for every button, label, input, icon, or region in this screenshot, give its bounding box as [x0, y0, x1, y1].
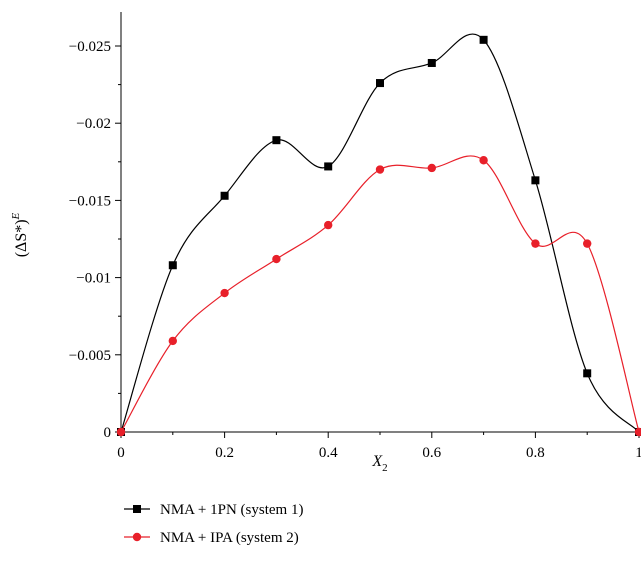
data-point-system-1: [583, 369, 592, 378]
x-axis-ticks: 0 0.2 0.4 0.6 0.8 1: [117, 432, 641, 461]
data-point-system-1: [272, 136, 281, 145]
data-point-system-2: [531, 239, 540, 248]
data-point-system-2: [427, 163, 436, 173]
data-point-system-1: [220, 191, 229, 200]
y-axis-ticks: 0 −0.005 −0.01 −0.015 −0.02 −0.025: [69, 39, 121, 441]
x-tick-label: 0.2: [215, 445, 234, 461]
x-axis-label-subscript: 2: [382, 462, 388, 474]
y-axis-label-superscript: E: [10, 212, 22, 220]
legend-marker: [132, 532, 142, 542]
data-point-system-1: [168, 261, 177, 270]
y-tick-label: −0.025: [69, 39, 111, 55]
series-line-system-2: [120, 155, 640, 433]
x-axis-label-main: X: [371, 453, 383, 470]
y-tick-label: −0.005: [69, 348, 111, 364]
data-point-system-1: [479, 35, 488, 44]
x-tick-label: 0.6: [422, 445, 441, 461]
x-tick-label: 0.4: [319, 445, 338, 461]
series-system-2: [116, 155, 641, 437]
legend-item-system-1: NMA + 1PN (system 1): [124, 502, 303, 518]
data-point-system-2: [634, 427, 641, 437]
x-tick-label: 1: [635, 445, 641, 461]
y-tick-label: −0.015: [69, 193, 111, 209]
y-axis-label-main: (ΔS*): [13, 219, 30, 257]
y-tick-label: −0.01: [76, 271, 111, 287]
legend: NMA + 1PN (system 1) NMA + IPA (system 2): [124, 502, 303, 546]
data-point-system-2: [168, 336, 177, 346]
legend-marker: [133, 505, 141, 513]
data-point-system-2: [583, 239, 592, 248]
legend-item-system-2: NMA + IPA (system 2): [124, 530, 299, 546]
legend-label: NMA + 1PN (system 1): [160, 502, 303, 518]
data-point-system-1: [324, 162, 333, 171]
y-tick-label: 0: [104, 425, 112, 441]
data-point-system-2: [116, 427, 126, 437]
data-point-system-2: [479, 156, 488, 165]
series-system-1: [117, 33, 641, 436]
legend-label: NMA + IPA (system 2): [160, 530, 299, 546]
axes: [120, 12, 639, 433]
x-axis-label: X2: [371, 453, 387, 474]
x-tick-label: 0: [117, 445, 125, 461]
data-point-system-2: [375, 165, 385, 174]
plot-series: [116, 33, 641, 437]
data-point-system-1: [376, 79, 384, 88]
data-point-system-1: [531, 176, 540, 185]
x-tick-label: 0.8: [526, 445, 545, 461]
series-line-system-1: [120, 33, 640, 433]
data-point-system-2: [220, 288, 229, 298]
data-point-system-2: [324, 220, 333, 230]
y-axis-label: (ΔS*)E: [10, 212, 30, 257]
data-point-system-1: [427, 58, 436, 67]
y-tick-label: −0.02: [76, 116, 111, 132]
data-point-system-2: [272, 254, 281, 264]
